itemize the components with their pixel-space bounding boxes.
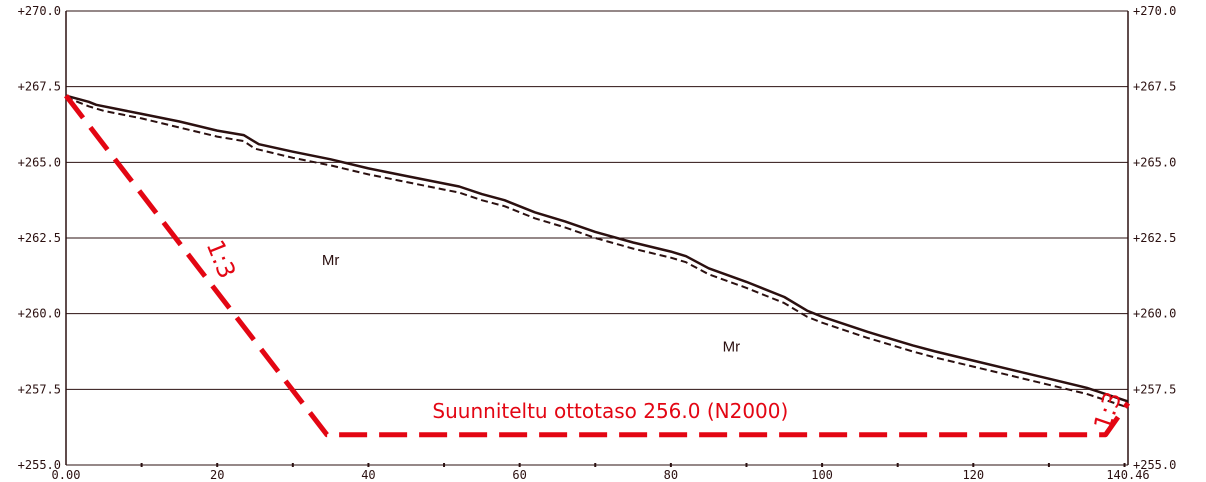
x-tick-label: 40 bbox=[361, 468, 375, 482]
y-tick-label-right: +267.5 bbox=[1133, 80, 1176, 94]
y-tick-label-left: +257.5 bbox=[18, 382, 61, 396]
plan-level-label: Suunniteltu ottotaso 256.0 (N2000) bbox=[432, 399, 788, 423]
slope-label: 1:3 bbox=[201, 236, 241, 282]
y-tick-label-left: +262.5 bbox=[18, 231, 61, 245]
x-tick-label: 120 bbox=[962, 468, 984, 482]
y-tick-label-left: +270.0 bbox=[18, 4, 61, 18]
y-tick-label-left: +255.0 bbox=[18, 458, 61, 472]
x-tick-label: 80 bbox=[664, 468, 678, 482]
series-lines bbox=[64, 94, 1131, 438]
x-tick-label: 100 bbox=[811, 468, 833, 482]
grid-lines bbox=[66, 10, 1128, 466]
series-line-long-dash bbox=[64, 94, 1131, 438]
axes: +255.0 +255.0 +257.5 +257.5 +260.0 +260.0 +262… bbox=[18, 4, 1177, 482]
x-tick-label: 0.00 bbox=[52, 468, 81, 482]
y-tick-label-right: +255.0 bbox=[1133, 458, 1176, 472]
slope-label: 1:3 bbox=[1088, 388, 1127, 434]
y-tick-label-right: +270.0 bbox=[1133, 4, 1176, 18]
y-tick-label-left: +260.0 bbox=[18, 307, 61, 321]
y-tick-label-right: +260.0 bbox=[1133, 307, 1176, 321]
y-tick-label-right: +262.5 bbox=[1133, 231, 1176, 245]
x-tick-label: 140.46 bbox=[1106, 468, 1149, 482]
chart-labels: Mr Mr 1:3 1:3 Suunniteltu ottotaso 256.0 (N2… bbox=[201, 236, 1128, 434]
series-line-dashed bbox=[65, 96, 1129, 409]
y-tick-label-left: +267.5 bbox=[18, 80, 61, 94]
soil-label: Mr bbox=[723, 339, 741, 356]
y-tick-label-right: +265.0 bbox=[1133, 155, 1176, 169]
x-tick-label: 20 bbox=[210, 468, 224, 482]
y-tick-label-right: +257.5 bbox=[1133, 382, 1176, 396]
y-tick-label-left: +265.0 bbox=[18, 155, 61, 169]
series-line-solid bbox=[65, 94, 1129, 403]
x-tick-label: 60 bbox=[512, 468, 526, 482]
soil-label: Mr bbox=[322, 252, 340, 269]
